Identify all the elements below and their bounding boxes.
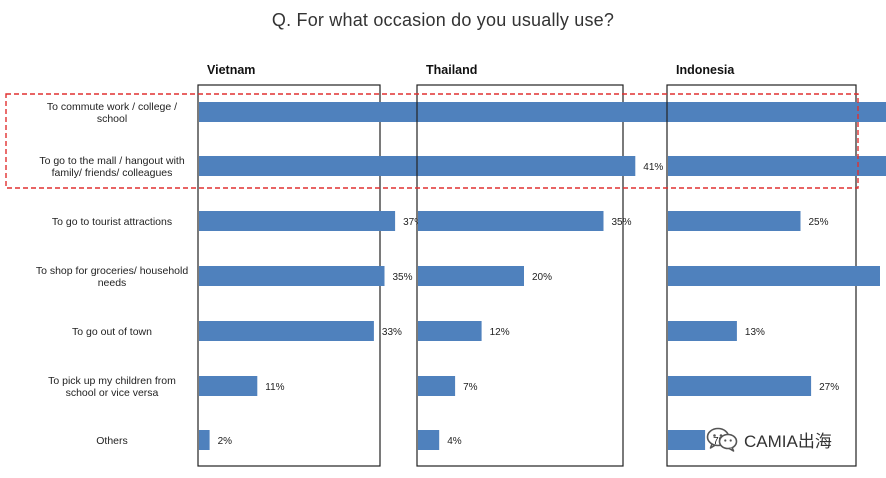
bar [418,376,456,396]
data-label: 12% [490,327,510,338]
bar [668,266,880,286]
bar [199,266,385,286]
category-label: To go to the mall / hangout with family/ … [39,155,184,179]
data-label: 27% [819,382,839,393]
watermark-text: CAMIA出海 [744,431,832,451]
bar [418,211,604,231]
bar [418,321,482,341]
data-label: 11% [265,382,284,393]
bar [418,102,715,122]
highlight-frame [5,93,859,189]
category-label: To go to tourist attractions [52,216,172,228]
bar [668,211,801,231]
data-label: 25% [809,217,829,228]
bar [668,376,812,396]
data-label: 35% [612,217,632,228]
category-label: Others [96,435,128,447]
bar [418,430,440,450]
data-label: 33% [382,327,402,338]
bar [199,376,258,396]
bar [199,211,396,231]
data-label: 13% [745,327,765,338]
category-label: To pick up my children from school or vic… [48,375,176,399]
bar [199,102,454,122]
category-label: To commute work / college / school [47,101,177,125]
series-label-vietnam: Vietnam [207,63,255,77]
data-label: 35% [393,272,413,283]
bar [668,430,706,450]
series-label-thailand: Thailand [426,63,477,77]
panel-frame-thailand [416,84,624,467]
bar [668,321,737,341]
bar [199,156,470,176]
watermark: CAMIA出海 [706,424,832,454]
data-label: 20% [532,272,552,283]
bar [668,156,886,176]
wechat-icon [706,427,738,452]
series-label-indonesia: Indonesia [676,63,735,77]
chart-title: Q. For what occasion do you usually use? [271,10,615,30]
bar [668,102,886,122]
bar [418,156,636,176]
bar [199,321,374,341]
category-label: To shop for groceries/ household needs [36,265,189,289]
data-label: 4% [447,436,462,447]
data-label: 2% [218,436,233,447]
data-label: 37% [403,217,423,228]
data-label: 41% [643,162,663,173]
category-label: To go out of town [72,326,152,338]
data-label: 7% [463,382,478,393]
bar [199,430,210,450]
bar [418,266,524,286]
